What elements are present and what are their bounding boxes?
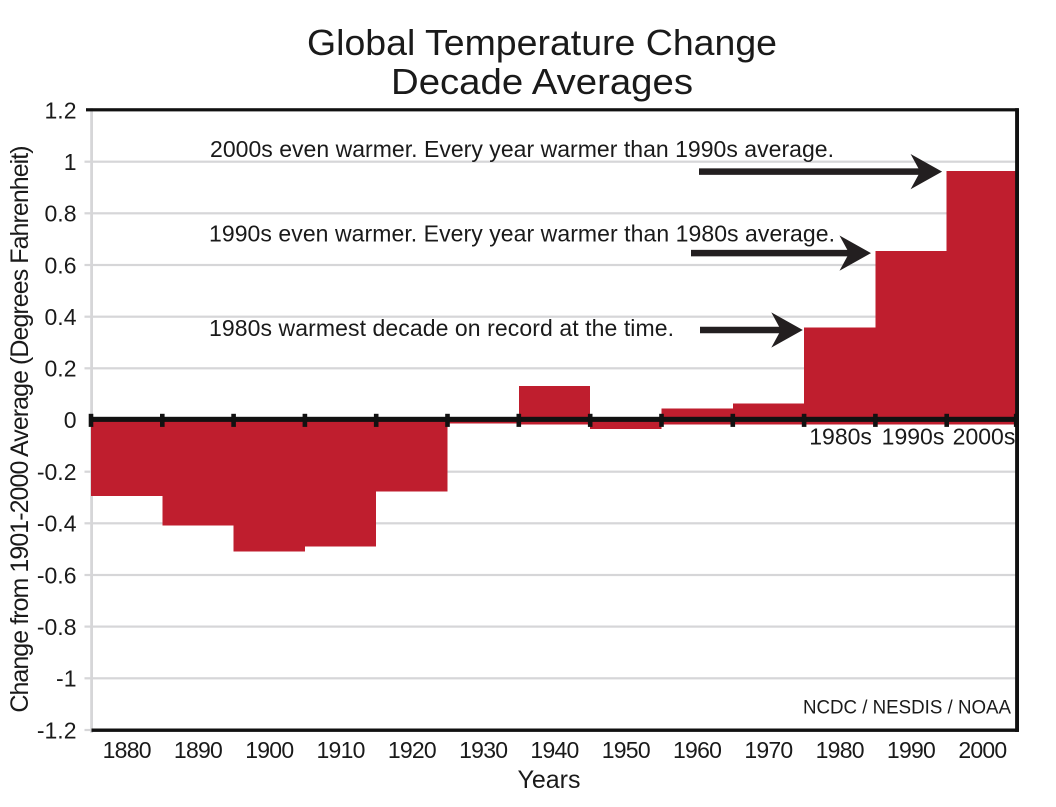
svg-text:1970: 1970: [744, 737, 792, 763]
svg-text:0.6: 0.6: [45, 252, 77, 278]
svg-text:-0.2: -0.2: [37, 459, 77, 485]
svg-text:-0.8: -0.8: [37, 614, 77, 640]
svg-text:1990s even warmer. Every year: 1990s even warmer. Every year warmer tha…: [209, 221, 835, 247]
svg-text:0.4: 0.4: [45, 304, 77, 330]
svg-text:NCDC / NESDIS / NOAA: NCDC / NESDIS / NOAA: [803, 697, 1011, 719]
svg-text:1.2: 1.2: [45, 97, 77, 123]
svg-text:Change from 1901-2000 Average: Change from 1901-2000 Average (Degrees F…: [6, 146, 34, 712]
svg-text:1980s: 1980s: [809, 423, 872, 449]
svg-text:0.2: 0.2: [45, 356, 77, 382]
svg-text:1920: 1920: [388, 737, 436, 763]
svg-text:1880: 1880: [103, 737, 151, 763]
svg-text:1980: 1980: [816, 737, 864, 763]
svg-text:Decade Averages: Decade Averages: [391, 61, 693, 102]
svg-text:1910: 1910: [317, 737, 365, 763]
svg-text:1940: 1940: [530, 737, 578, 763]
svg-text:1990s: 1990s: [882, 423, 945, 449]
svg-text:1890: 1890: [174, 737, 222, 763]
svg-text:1950: 1950: [602, 737, 650, 763]
svg-text:-0.6: -0.6: [37, 562, 77, 588]
svg-text:1900: 1900: [245, 737, 293, 763]
svg-text:-1: -1: [56, 666, 76, 692]
svg-text:0: 0: [64, 407, 77, 433]
svg-text:1: 1: [64, 149, 77, 175]
svg-text:2000s: 2000s: [953, 423, 1016, 449]
svg-text:1930: 1930: [459, 737, 507, 763]
svg-text:-1.2: -1.2: [37, 717, 77, 743]
svg-text:0.8: 0.8: [45, 201, 77, 227]
svg-text:Years: Years: [517, 766, 580, 794]
svg-text:Global Temperature Change: Global Temperature Change: [307, 22, 777, 63]
svg-text:2000s even warmer. Every year: 2000s even warmer. Every year warmer tha…: [210, 136, 834, 162]
svg-text:1990: 1990: [887, 737, 935, 763]
svg-text:1960: 1960: [673, 737, 721, 763]
svg-text:2000: 2000: [958, 737, 1006, 763]
svg-text:-0.4: -0.4: [37, 511, 77, 537]
svg-text:1980s warmest decade on record: 1980s warmest decade on record at the ti…: [209, 315, 674, 341]
